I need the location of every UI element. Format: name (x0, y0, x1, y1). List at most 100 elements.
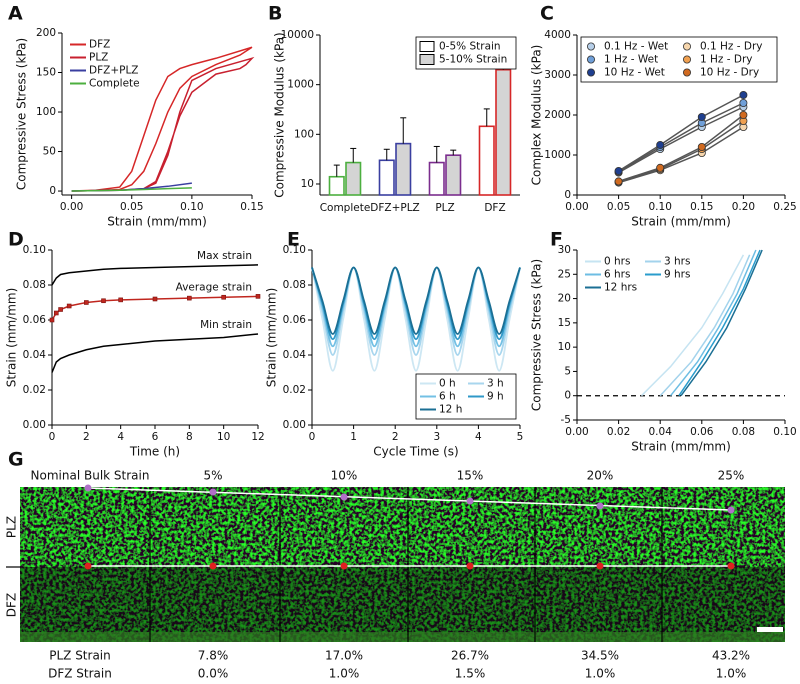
y-tick-label: 0.06 (23, 314, 47, 326)
legend-frame (580, 36, 778, 83)
bar (428, 161, 445, 196)
series-line (311, 266, 521, 372)
point (739, 91, 748, 100)
y-axis-label: Strain (mm/mm) (5, 288, 19, 388)
y-tick-label: 0.02 (283, 384, 306, 396)
x-tick-label: DFZ (484, 202, 505, 214)
legend-label: 5-10% Strain (439, 54, 507, 66)
measurement-label: PLZ Strain (49, 649, 111, 663)
x-tick-label: 0 (49, 431, 56, 443)
x-tick-label: 0.15 (240, 201, 263, 213)
point (84, 300, 89, 305)
x-axis-label: Cycle Time (s) (373, 445, 458, 459)
y-tick-label: 0.00 (283, 419, 306, 431)
series-line (311, 266, 521, 356)
strain-label: 25% (718, 469, 745, 483)
legend-label: 0.1 Hz - Wet (604, 41, 668, 53)
y-axis-label: Compressive Stress (kPa) (530, 259, 544, 411)
series-line (640, 254, 745, 397)
panel-letter: A (8, 3, 23, 25)
y-tick-label: 30 (558, 244, 571, 256)
strain-label: 20% (587, 469, 614, 483)
legend-swatch (587, 55, 596, 64)
x-tick-label: PLZ (435, 202, 454, 214)
x-tick-label: 2 (83, 431, 90, 443)
x-tick-label: 0.00 (565, 201, 588, 213)
bar (478, 125, 495, 196)
panel-letter: D (8, 229, 24, 251)
legend-label: DFZ+PLZ (89, 65, 139, 77)
measurement-value: 7.8% (198, 649, 229, 663)
plz-track (87, 487, 732, 511)
y-tick-label: 2000 (544, 109, 571, 121)
legend-label: 10 Hz - Dry (700, 67, 759, 79)
y-tick-label: 10 (301, 178, 314, 190)
panel: D 0.00 0.02 0.04 0.06 0.08 0.10 0 2 4 6 8 10 12 Time (… (5, 229, 265, 459)
legend-label: PLZ (89, 52, 108, 64)
x-tick-label: 0 (309, 431, 316, 443)
strain-label: 10% (331, 469, 358, 483)
bar (445, 154, 462, 196)
series-line (618, 114, 744, 183)
point (739, 99, 748, 108)
y-tick-label: 0.10 (23, 244, 46, 256)
series-line (51, 264, 259, 286)
point (66, 303, 72, 309)
y-tick-label: 100 (294, 128, 314, 140)
series-line (618, 102, 744, 173)
point (53, 310, 59, 316)
series-line (51, 333, 259, 373)
y-tick-label: 0 (49, 185, 56, 197)
y-tick-label: 100 (36, 106, 56, 118)
bar (378, 159, 395, 196)
point (118, 297, 123, 303)
y-tick-label: 0.04 (283, 349, 307, 361)
x-tick-label: 0.08 (732, 426, 755, 438)
legend-label: Complete (89, 78, 140, 90)
series-line (71, 187, 192, 192)
series-line (311, 266, 521, 335)
point (187, 295, 192, 301)
legend-label: 3 h (487, 378, 504, 390)
bar (328, 175, 345, 196)
x-tick-label: Complete (320, 202, 371, 214)
series-line (618, 126, 744, 184)
y-tick-label: 0.00 (23, 419, 46, 431)
y-tick-label: 3000 (544, 69, 571, 81)
y-tick-label: 0.08 (23, 279, 46, 291)
legend-label: 3 hrs (664, 256, 690, 268)
y-tick-label: 50 (43, 146, 56, 158)
x-tick-label: 2 (392, 431, 399, 443)
series-label: Max strain (197, 250, 252, 262)
y-tick-label: 150 (36, 67, 56, 79)
plz-markers (84, 484, 735, 514)
series-line (618, 120, 744, 183)
point (614, 166, 623, 175)
point (58, 307, 63, 312)
point (697, 113, 706, 122)
x-tick-label: 0.04 (649, 426, 673, 438)
y-tick-label: 0.06 (283, 314, 307, 326)
legend-label: 10 Hz - Wet (604, 67, 665, 79)
x-tick-label: 0.10 (649, 201, 672, 213)
x-tick-label: 0.02 (607, 426, 630, 438)
point (656, 140, 665, 149)
series-line (680, 249, 763, 397)
y-tick-label: 0.02 (23, 384, 46, 396)
y-axis-label: Compressive Stress (kPa) (15, 38, 29, 190)
dfz-region (20, 567, 785, 642)
y-tick-label: 20 (558, 293, 571, 305)
row-label: PLZ (5, 516, 19, 538)
x-tick-label: 5 (517, 431, 524, 443)
y-axis-label: Complex Modulus (kPa) (530, 45, 544, 186)
x-tick-label: DFZ+PLZ (370, 202, 420, 214)
legend-label: 6 hrs (604, 269, 630, 281)
strain-header: Nominal Bulk Strain (31, 469, 150, 483)
bar (395, 142, 412, 196)
panel-letter: C (540, 3, 554, 25)
legend-label: 9 h (487, 391, 504, 403)
legend-swatch (587, 42, 596, 51)
y-axis-label: Compressive Modulus (kPa) (273, 32, 287, 198)
scale-bar (757, 627, 783, 632)
x-tick-label: 0.06 (690, 426, 714, 438)
